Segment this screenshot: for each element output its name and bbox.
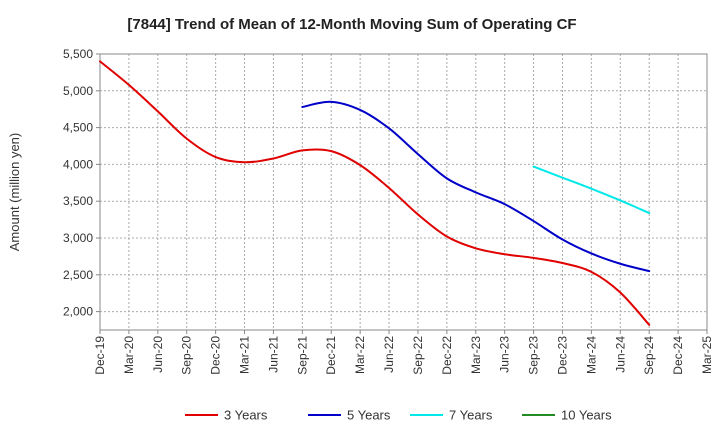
legend-label-5-years: 5 Years bbox=[347, 408, 391, 423]
x-tick-label: Mar-21 bbox=[238, 336, 252, 374]
x-tick-label: Dec-21 bbox=[324, 336, 338, 375]
x-tick-label: Mar-25 bbox=[700, 336, 714, 374]
x-tick-label: Jun-21 bbox=[266, 336, 280, 373]
grid bbox=[100, 54, 707, 330]
x-tick-label: Dec-24 bbox=[671, 336, 685, 375]
x-tick-label: Mar-22 bbox=[353, 336, 367, 374]
x-tick-label: Dec-19 bbox=[93, 336, 107, 375]
series-line-3-years bbox=[99, 60, 651, 326]
x-tick-label: Jun-20 bbox=[151, 336, 165, 373]
y-tick-label: 3,500 bbox=[63, 194, 93, 208]
x-tick-label: Dec-23 bbox=[555, 336, 569, 375]
y-tick-label: 4,500 bbox=[63, 121, 93, 135]
x-tick-label: Jun-24 bbox=[613, 336, 627, 373]
series-line-5-years bbox=[301, 100, 651, 273]
series-line-7-years bbox=[532, 165, 651, 214]
x-tick-label: Sep-24 bbox=[642, 336, 656, 375]
legend-label-3-years: 3 Years bbox=[224, 408, 268, 423]
plot-area bbox=[100, 54, 707, 330]
x-tick-label: Sep-22 bbox=[411, 336, 425, 375]
chart-title: [7844] Trend of Mean of 12-Month Moving … bbox=[127, 16, 576, 33]
x-tick-label: Dec-20 bbox=[209, 336, 223, 375]
x-tick-label: Mar-24 bbox=[584, 336, 598, 374]
x-tick-label: Sep-21 bbox=[295, 336, 309, 375]
axes: 2,000 2,500 3,000 3,500 4,000 4,500 5,000 5,500… bbox=[63, 47, 714, 375]
x-tick-label: Sep-23 bbox=[527, 336, 541, 375]
y-tick-label: 3,000 bbox=[63, 231, 93, 245]
x-tick-label: Mar-23 bbox=[469, 336, 483, 374]
x-tick-label: Jun-23 bbox=[498, 336, 512, 373]
legend-label-7-years: 7 Years bbox=[449, 408, 493, 423]
y-tick-label: 2,000 bbox=[63, 305, 93, 319]
y-tick-label: 4,000 bbox=[63, 157, 93, 171]
x-tick-label: Sep-20 bbox=[180, 336, 194, 375]
legend: 3 Years 5 Years 7 Years 10 Years bbox=[185, 408, 612, 423]
series-lines bbox=[99, 60, 651, 326]
y-tick-label: 5,000 bbox=[63, 84, 93, 98]
legend-label-10-years: 10 Years bbox=[561, 408, 612, 423]
x-tick-label: Jun-22 bbox=[382, 336, 396, 373]
y-tick-label: 5,500 bbox=[63, 47, 93, 61]
x-tick-label: Dec-22 bbox=[440, 336, 454, 375]
plot-frame bbox=[99, 53, 708, 331]
y-axis-label: Amount (million yen) bbox=[7, 133, 22, 252]
y-tick-label: 2,500 bbox=[63, 268, 93, 282]
x-tick-label: Mar-20 bbox=[122, 336, 136, 374]
